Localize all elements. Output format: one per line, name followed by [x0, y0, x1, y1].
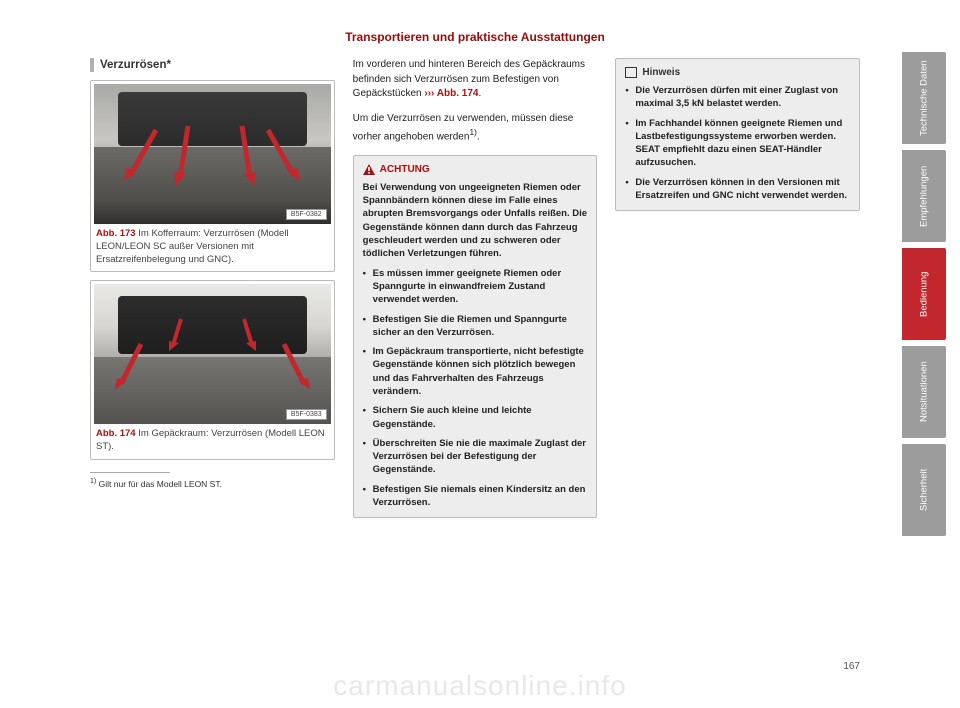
paragraph-1: Im vorderen und hinteren Bereich des Gep… [353, 58, 598, 102]
warning-triangle-icon [363, 164, 375, 175]
achtung-item: Befestigen Sie niemals einen Kindersitz … [363, 483, 588, 510]
figure-2-image: B5F-0383 [94, 284, 331, 424]
hinweis-box: Hinweis Die Verzurrösen dürfen mit einer… [615, 58, 860, 211]
hinweis-item: Die Verzurrösen können in den Versionen … [625, 176, 850, 203]
figure-1-badge: B5F-0382 [286, 209, 327, 220]
arrow-icon [165, 315, 191, 355]
tab-notsituationen[interactable]: Notsituationen [902, 346, 946, 438]
hinweis-list: Die Verzurrösen dürfen mit einer Zuglast… [625, 84, 850, 202]
figure-2: B5F-0383 Abb. 174 Im Gepäckraum: Verzurr… [90, 280, 335, 460]
tab-sicherheit[interactable]: Sicherheit [902, 444, 946, 536]
page-title: Transportieren und praktische Ausstattun… [90, 30, 860, 44]
figure-1-caption-ref: Abb. 173 [96, 228, 136, 239]
hinweis-head-label: Hinweis [642, 67, 680, 78]
figure-1-image: B5F-0382 [94, 84, 331, 224]
arrow-icon [262, 126, 302, 186]
tab-bedienung[interactable]: Bedienung [902, 248, 946, 340]
hinweis-item: Im Fachhandel können geeignete Riemen un… [625, 117, 850, 170]
footnote-text: Gilt nur für das Modell LEON ST. [99, 479, 222, 489]
arrow-icon [170, 120, 200, 190]
section-title: Verzurrösen* [100, 59, 171, 71]
achtung-box: ACHTUNG Bei Verwendung von ungeeigneten … [353, 155, 598, 519]
tab-technische-daten[interactable]: Technische Daten [902, 52, 946, 144]
figure-2-caption: Abb. 174 Im Gepäckraum: Verzurrösen (Mod… [94, 424, 331, 456]
achtung-header: ACHTUNG [363, 164, 588, 175]
achtung-list: Es müssen immer geeignete Riemen oder Sp… [363, 267, 588, 510]
achtung-item: Im Gepäckraum transportierte, nicht befe… [363, 345, 588, 398]
achtung-head-label: ACHTUNG [380, 164, 430, 175]
hinweis-header: Hinweis [625, 67, 850, 78]
page-number: 167 [843, 661, 860, 672]
arrow-icon [230, 120, 260, 190]
achtung-item: Befestigen Sie die Riemen und Spanngurte… [363, 313, 588, 340]
arrow-icon [113, 340, 149, 394]
figure-1: B5F-0382 Abb. 173 Im Kofferraum: Verzurr… [90, 80, 335, 272]
column-1: Verzurrösen* B5F-0382 Abb. 173 Im Koffer… [90, 58, 335, 528]
figure-2-badge: B5F-0383 [286, 409, 327, 420]
section-bar-icon [90, 58, 94, 72]
info-box-icon [625, 67, 637, 78]
arrow-icon [234, 315, 260, 355]
achtung-item: Es müssen immer geeignete Riemen oder Sp… [363, 267, 588, 307]
achtung-item: Sichern Sie auch kleine und leichte Gege… [363, 404, 588, 431]
footnote: 1) Gilt nur für das Modell LEON ST. [90, 477, 335, 489]
figure-2-caption-ref: Abb. 174 [96, 428, 136, 439]
column-3: Hinweis Die Verzurrösen dürfen mit einer… [615, 58, 860, 528]
arrow-icon [122, 126, 162, 186]
footnote-rule [90, 472, 170, 473]
footnote-marker: 1) [90, 477, 96, 485]
achtung-intro: Bei Verwendung von ungeeigneten Riemen o… [363, 181, 588, 261]
figure-1-caption: Abb. 173 Im Kofferraum: Verzurrösen (Mod… [94, 224, 331, 268]
page-content: Transportieren und praktische Ausstattun… [90, 30, 860, 678]
hinweis-item: Die Verzurrösen dürfen mit einer Zuglast… [625, 84, 850, 111]
fig-ref-link: ››› Abb. 174 [424, 88, 478, 99]
tab-empfehlungen[interactable]: Empfehlungen [902, 150, 946, 242]
section-header: Verzurrösen* [90, 58, 335, 72]
paragraph-2: Um die Verzurrösen zu verwenden, müssen … [353, 112, 598, 145]
side-tabs: Technische Daten Empfehlungen Bedienung … [902, 52, 946, 536]
achtung-item: Überschreiten Sie nie die maximale Zugla… [363, 437, 588, 477]
column-2: Im vorderen und hinteren Bereich des Gep… [353, 58, 598, 528]
columns: Verzurrösen* B5F-0382 Abb. 173 Im Koffer… [90, 58, 860, 528]
arrow-icon [276, 340, 312, 394]
